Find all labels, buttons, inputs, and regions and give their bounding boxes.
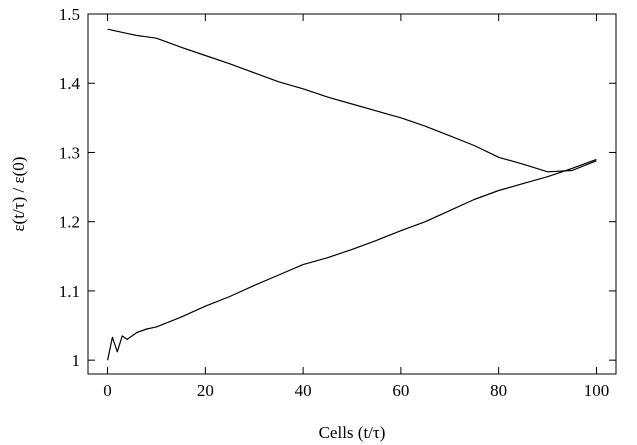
x-tick-label: 80 xyxy=(490,381,507,400)
plot-frame xyxy=(87,13,617,375)
tick-marks xyxy=(88,13,616,374)
x-tick-label: 100 xyxy=(584,381,610,400)
y-tick-label: 1 xyxy=(72,351,81,370)
x-tick-label: 20 xyxy=(197,381,214,400)
x-tick-labels: 0 20 40 60 80 100 xyxy=(103,381,609,400)
x-tick-label: 0 xyxy=(103,381,112,400)
series-line-2 xyxy=(107,158,597,361)
y-tick-label: 1.5 xyxy=(59,5,80,24)
x-tick-label: 40 xyxy=(295,381,312,400)
series-line-1 xyxy=(107,28,597,173)
y-tick-labels: 1 1.1 1.2 1.3 1.4 1.5 xyxy=(59,5,81,370)
series-lines xyxy=(107,28,597,361)
x-tick-label: 60 xyxy=(392,381,409,400)
y-tick-label: 1.3 xyxy=(59,143,80,162)
y-tick-label: 1.1 xyxy=(59,282,80,301)
y-tick-label: 1.2 xyxy=(59,213,80,232)
y-tick-label: 1.4 xyxy=(59,74,81,93)
x-axis-label: Cells (t/τ) xyxy=(319,423,386,442)
y-axis-label: ε(t/τ) / ε(0) xyxy=(9,157,28,232)
